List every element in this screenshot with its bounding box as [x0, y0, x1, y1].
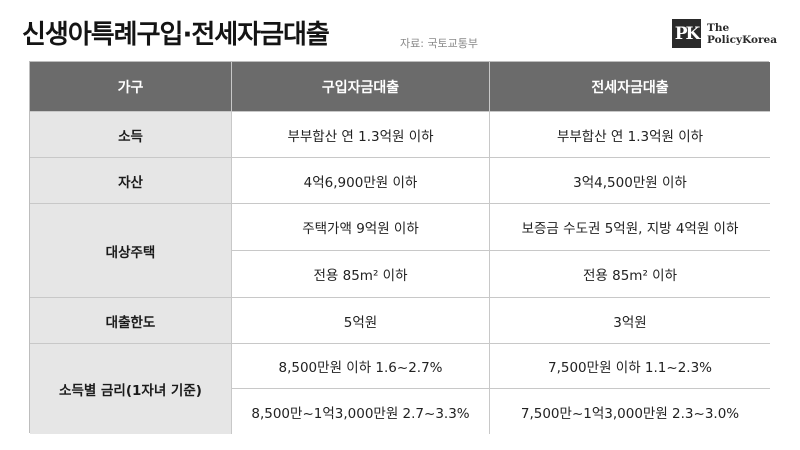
row-header-loan-limit: 대출한도: [30, 298, 232, 344]
row-header-interest-rate: 소득별 금리(1자녀 기준): [30, 344, 232, 434]
table-cell: 주택가액 9억원 이하: [232, 204, 490, 251]
table-cell: 부부합산 연 1.3억원 이하: [232, 112, 490, 158]
table-cell: 8,500만원 이하 1.6~2.7%: [232, 344, 490, 389]
source-note: 자료: 국토교통부: [400, 37, 479, 50]
loan-comparison-table: 가구 구입자금대출 전세자금대출 소득 부부합산 연 1.3억원 이하 부부합산…: [29, 61, 770, 434]
column-header-household: 가구: [30, 62, 232, 112]
logo-text: The PolicyKorea: [707, 22, 777, 46]
table-cell: 7,500만~1억3,000만원 2.3~3.0%: [490, 389, 770, 434]
table-cell: 7,500만원 이하 1.1~2.3%: [490, 344, 770, 389]
page-title: 신생아특례구입·전세자금대출: [22, 20, 330, 50]
table-cell: 3억4,500만원 이하: [490, 158, 770, 204]
row-header-assets: 자산: [30, 158, 232, 204]
logo-mark: PK: [672, 19, 701, 48]
table-cell: 보증금 수도권 5억원, 지방 4억원 이하: [490, 204, 770, 251]
column-header-jeonse-loan: 전세자금대출: [490, 62, 770, 112]
row-header-housing: 대상주택: [30, 204, 232, 298]
table-cell: 4억6,900만원 이하: [232, 158, 490, 204]
table-cell: 전용 85m² 이하: [490, 251, 770, 298]
policykorea-logo: PK The PolicyKorea: [672, 19, 777, 48]
table-cell: 5억원: [232, 298, 490, 344]
table-cell: 전용 85m² 이하: [232, 251, 490, 298]
column-header-purchase-loan: 구입자금대출: [232, 62, 490, 112]
table-cell: 8,500만~1억3,000만원 2.7~3.3%: [232, 389, 490, 434]
logo-text-line1: The: [707, 21, 730, 34]
row-header-income: 소득: [30, 112, 232, 158]
table-cell: 부부합산 연 1.3억원 이하: [490, 112, 770, 158]
table-cell: 3억원: [490, 298, 770, 344]
logo-text-line2: PolicyKorea: [707, 33, 778, 46]
